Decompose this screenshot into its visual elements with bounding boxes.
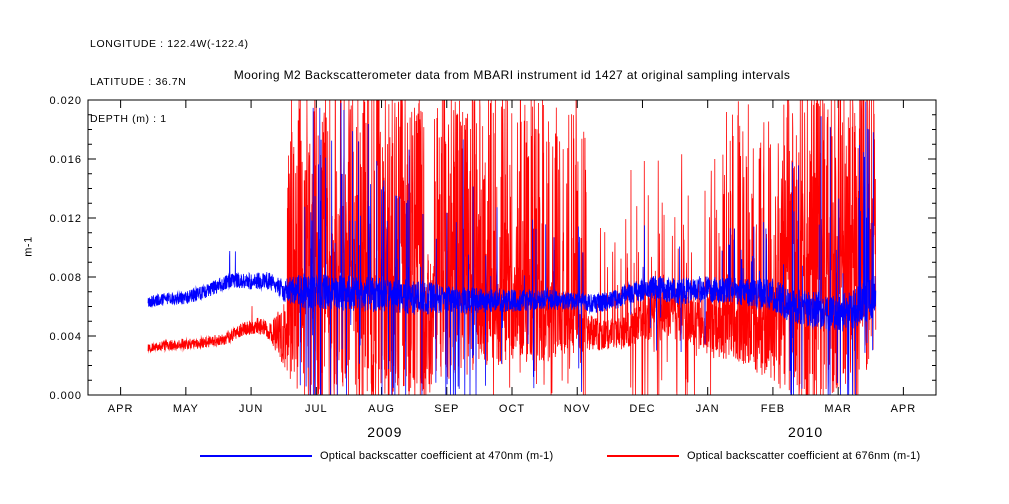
legend-line-676nm-swatch	[607, 455, 679, 457]
legend-label-470nm: Optical backscatter coefficient at 470nm…	[320, 450, 554, 462]
legend-entry-470nm: Optical backscatter coefficient at 470nm…	[200, 449, 553, 463]
legend-line-470nm-swatch	[200, 455, 312, 457]
chart-title: Mooring M2 Backscatterometer data from M…	[233, 68, 791, 82]
metadata-block: LONGITUDE : 122.4W(-122.4) LATITUDE : 36…	[90, 13, 249, 151]
legend-label-676nm: Optical backscatter coefficient at 676nm…	[687, 450, 921, 462]
latitude-label: LATITUDE : 36.7N	[90, 75, 187, 88]
depth-label: DEPTH (m) : 1	[90, 113, 167, 125]
legend-entry-676nm: Optical backscatter coefficient at 676nm…	[607, 449, 920, 463]
y-axis-label: m-1	[22, 236, 35, 257]
longitude-label: LONGITUDE : 122.4W(-122.4)	[90, 38, 249, 50]
